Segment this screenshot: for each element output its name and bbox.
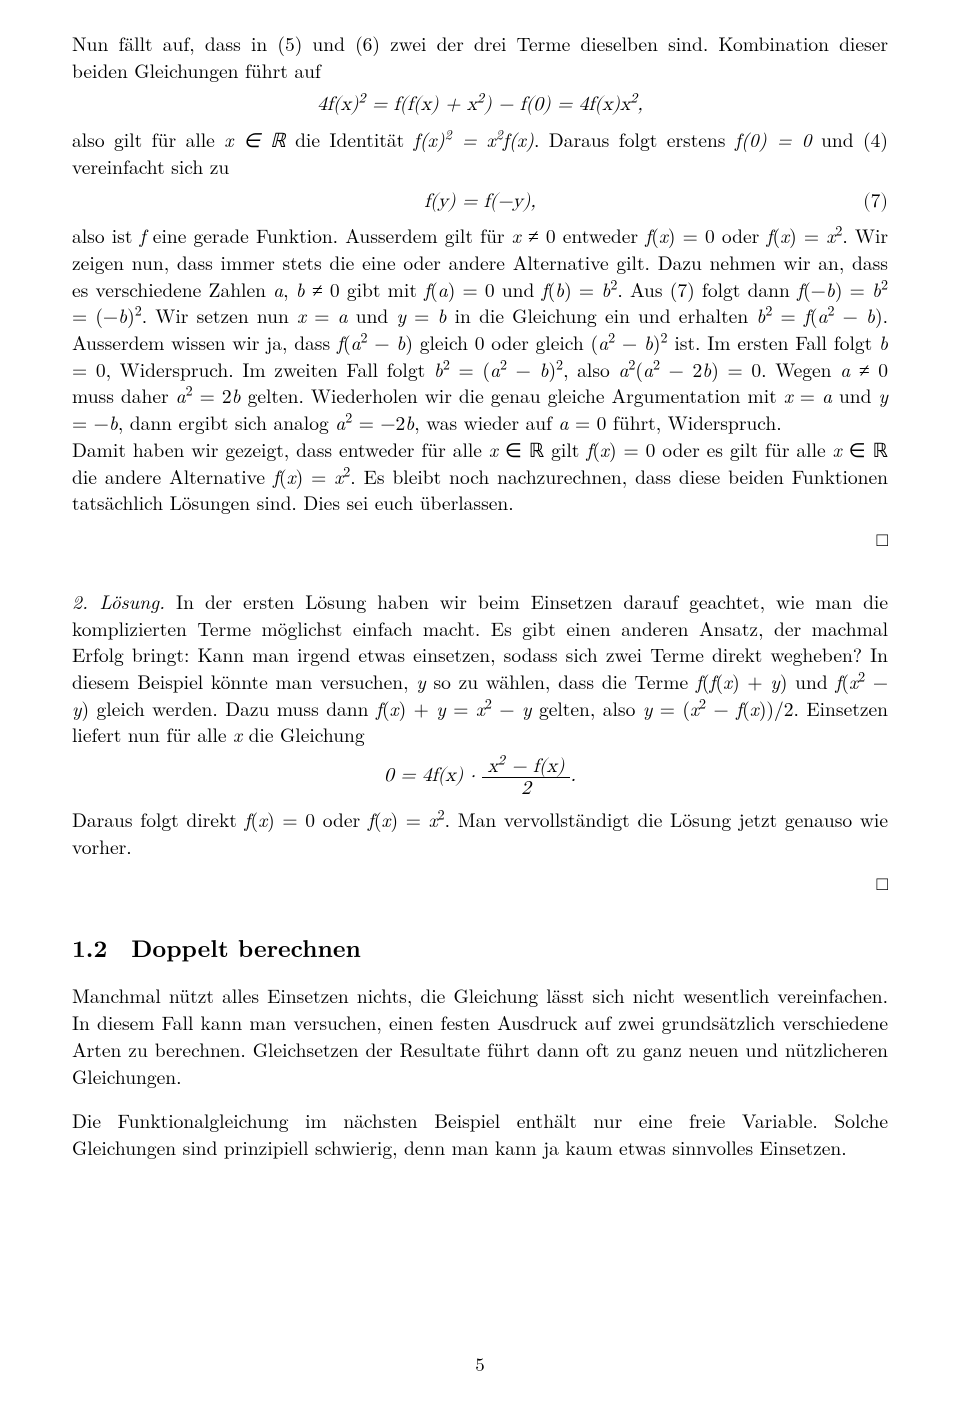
- paragraph-section-followup: Die Funktionalgleichung im nächsten Beis…: [72, 1107, 888, 1160]
- text-frag-3: . Daraus folgt erstens: [534, 125, 735, 153]
- solution-2-body: In der ersten Lösung haben wir beim Eins…: [72, 587, 888, 749]
- qed-symbol-1: □: [72, 526, 888, 552]
- text-frag-1: also gilt für alle: [72, 125, 224, 153]
- solution-2-label: 2. Lösung.: [72, 587, 165, 615]
- page-container: Nun fällt auf, dass in (5) und (6) zwei …: [0, 0, 960, 1413]
- paragraph-section-intro: Manchmal nützt alles Einsetzen nichts, d…: [72, 982, 888, 1089]
- eq3-period: .: [570, 765, 575, 785]
- fraction-numerator: x2 − f(x): [482, 756, 571, 777]
- display-equation-1: 4f(x)2 = f(f(x) + x2) − f(0) = 4f(x)x2,: [72, 91, 888, 118]
- page-number: 5: [0, 1351, 960, 1377]
- paragraph-main-argument: also ist f eine gerade Funktion. Ausserd…: [72, 222, 888, 436]
- display-equation-3: 0 = 4f(x) · x2 − f(x) 2 .: [72, 756, 888, 798]
- math-fx2-identity: f(x)2 = x2f(x): [414, 125, 534, 153]
- qed-symbol-2: □: [72, 870, 888, 896]
- fraction-eq3: x2 − f(x) 2: [482, 756, 571, 798]
- math-x-in-R: x ∈ ℝ: [224, 125, 285, 153]
- fraction-denominator: 2: [482, 778, 571, 798]
- display-equation-2: f(y) = f(−y), (7): [72, 188, 888, 215]
- text-frag-2: die Identität: [286, 125, 414, 153]
- paragraph-intro-1: Nun fällt auf, dass in (5) und (6) zwei …: [72, 30, 888, 83]
- math-f0-eq0: f(0) = 0: [735, 125, 812, 153]
- paragraph-after-eq3: Daraus folgt direkt f(x) = 0 oder f(x) =…: [72, 806, 888, 859]
- equation-number-7: (7): [863, 188, 888, 215]
- section-heading-1-2: 1.2 Doppelt berechnen: [72, 932, 888, 965]
- paragraph-conclusion: Damit haben wir gezeigt, dass entweder f…: [72, 436, 888, 516]
- paragraph-solution-2: 2. Lösung. In der ersten Lösung haben wi…: [72, 588, 888, 748]
- paragraph-after-eq1: also gilt für alle x ∈ ℝ die Identität f…: [72, 126, 888, 179]
